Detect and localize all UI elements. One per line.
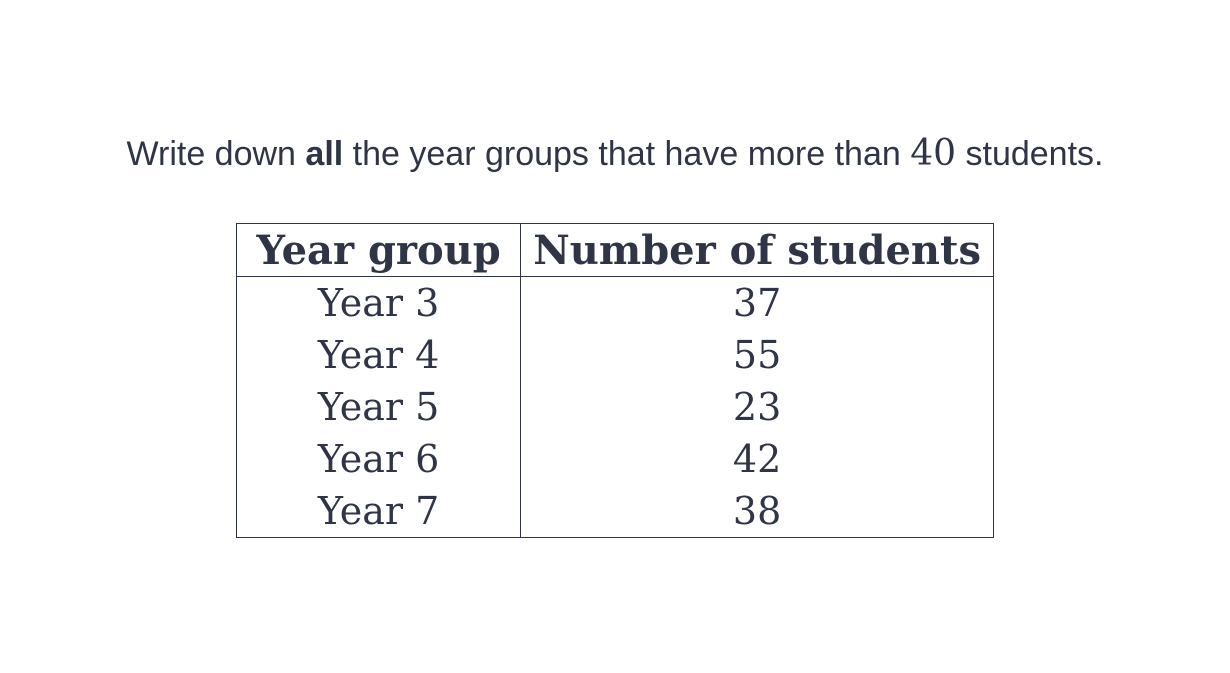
header-year-group: Year group <box>236 223 522 277</box>
table-row: Year 5 23 <box>236 381 994 433</box>
student-count-cell: 55 <box>732 333 782 377</box>
student-count-cell: 42 <box>732 437 782 481</box>
student-count-cell: 23 <box>732 385 782 429</box>
question-emphasis: all <box>305 135 344 173</box>
year-group-cell: Year 3 <box>236 276 522 329</box>
question-middle: the year groups that have more than <box>343 135 911 173</box>
table-row: Year 3 37 <box>236 276 994 329</box>
student-count-cell: 38 <box>732 489 782 533</box>
year-group-cell: Year 7 <box>236 485 522 538</box>
table-row: Year 6 42 <box>236 433 994 485</box>
year-group-cell: Year 5 <box>236 381 522 433</box>
year-group-table: Year group Number of students Year 3 37 … <box>236 223 994 538</box>
question-text: Write down all the year groups that have… <box>0 128 1230 180</box>
table-row: Year 7 38 <box>236 485 994 538</box>
table-row: Year 4 55 <box>236 329 994 381</box>
question-suffix: students. <box>956 135 1104 173</box>
table-header-row: Year group Number of students <box>236 223 994 277</box>
year-group-cell: Year 4 <box>236 329 522 381</box>
question-prefix: Write down <box>126 135 306 173</box>
header-number-of-students: Number of students <box>520 223 994 277</box>
year-group-cell: Year 6 <box>236 433 522 485</box>
question-number: 40 <box>910 133 957 174</box>
student-count-cell: 37 <box>732 281 782 325</box>
